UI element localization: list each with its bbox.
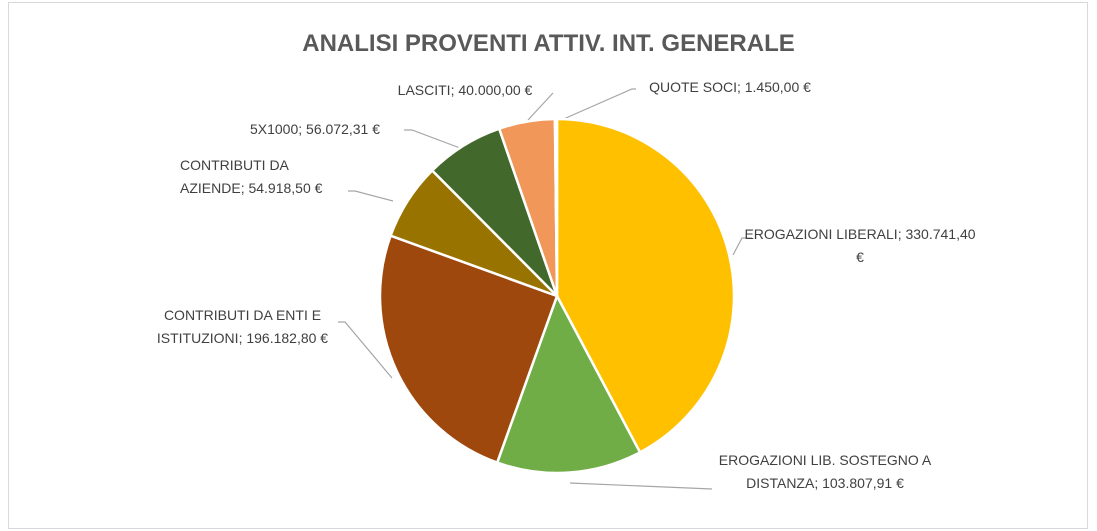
category: LASCITI <box>397 82 451 98</box>
separator: ; <box>450 82 459 98</box>
data-label: EROGAZIONI LIB. SOSTEGNO A DISTANZA; 103… <box>705 449 945 495</box>
category: CONTRIBUTI DA AZIENDE <box>180 157 289 196</box>
data-label: EROGAZIONI LIBERALI; 330.741,40 € <box>740 223 980 269</box>
data-label: QUOTE SOCI; 1.450,00 € <box>625 76 835 99</box>
value-label: 56.072,31 € <box>306 121 381 137</box>
value-label: 330.741,40 € <box>856 226 976 265</box>
leader-line <box>348 190 394 202</box>
category: CONTRIBUTI DA ENTI E ISTITUZIONI <box>156 307 322 346</box>
category: EROGAZIONI LIBERALI <box>744 226 898 242</box>
leader-line <box>338 321 393 379</box>
leader-line <box>569 482 713 490</box>
value-label: 196.182,80 € <box>246 330 329 346</box>
data-label: 5X1000; 56.072,31 € <box>215 118 415 141</box>
leader-line <box>558 88 636 122</box>
separator: ; <box>298 121 307 137</box>
separator: ; <box>814 475 823 491</box>
pie-slice <box>378 234 559 465</box>
pie-slice <box>495 292 642 475</box>
value-label: 54.918,50 € <box>248 180 323 196</box>
data-label: CONTRIBUTI DA ENTI E ISTITUZIONI; 196.18… <box>140 304 345 350</box>
data-label: LASCITI; 40.000,00 € <box>365 79 565 102</box>
data-label: CONTRIBUTI DA AZIENDE; 54.918,50 € <box>180 154 350 200</box>
leader-line <box>527 92 554 121</box>
leader-line <box>404 129 461 149</box>
leader-line <box>732 237 752 256</box>
separator: ; <box>736 79 745 95</box>
separator: ; <box>240 180 249 196</box>
category: 5X1000 <box>249 121 299 137</box>
pie-slice <box>553 117 559 297</box>
separator: ; <box>897 226 906 242</box>
pie-slice <box>555 117 736 455</box>
value-label: 103.807,91 € <box>822 475 904 491</box>
chart-title: ANALISI PROVENTI ATTIV. INT. GENERALE <box>302 30 795 57</box>
category: EROGAZIONI LIB. SOSTEGNO A DISTANZA <box>718 452 932 491</box>
separator: ; <box>238 330 247 346</box>
value-label: 1.450,00 € <box>744 79 811 95</box>
category: QUOTE SOCI <box>649 79 737 95</box>
value-label: 40.000,00 € <box>458 82 533 98</box>
chart-frame <box>8 2 1088 529</box>
